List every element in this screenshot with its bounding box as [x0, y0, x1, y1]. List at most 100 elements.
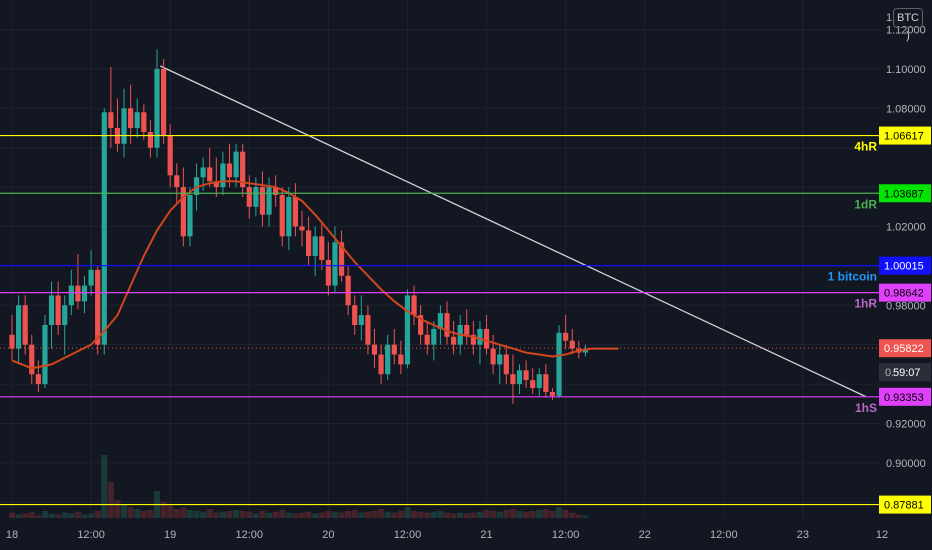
level-price-badge — [879, 495, 931, 514]
volume-bar — [325, 510, 332, 518]
volume-bar — [101, 455, 108, 518]
volume-bar — [213, 512, 220, 518]
candle-body — [510, 374, 516, 385]
volume-bar — [358, 512, 365, 518]
candle-body — [22, 305, 28, 345]
candle-body — [418, 315, 424, 335]
candle-body — [180, 187, 186, 237]
level-label: 1 bitcoin — [828, 270, 877, 284]
candle-body — [207, 167, 213, 182]
candle-body — [233, 151, 239, 178]
level-price-badge — [879, 256, 931, 275]
volume-bar — [140, 510, 147, 518]
candle-body — [305, 230, 312, 257]
volume-bar — [417, 511, 424, 518]
candle-body — [29, 344, 35, 375]
volume-bar — [180, 507, 187, 518]
candle-body — [128, 108, 134, 129]
time-tick-label: 18 — [6, 529, 18, 541]
price-tick-label: 1. — [886, 12, 895, 24]
trendline-layer[interactable] — [160, 65, 866, 398]
time-tick-label: 12:00 — [77, 529, 105, 541]
candle-body — [523, 370, 529, 381]
symbol-badge[interactable]: BTC ) — [893, 8, 923, 42]
time-tick-label: 12 — [876, 529, 888, 541]
candle-body — [536, 374, 542, 389]
volume-bar — [55, 514, 62, 518]
candle-body — [266, 187, 272, 215]
time-axis[interactable]: 18 12:00 19 12:00 20 12:00 21 12:00 22 12:00 23 12 — [0, 518, 932, 550]
time-tick-label: 20 — [322, 529, 334, 541]
volume-bar — [562, 509, 569, 518]
candle-body — [15, 305, 22, 349]
candle-body — [516, 370, 523, 385]
candle-body — [332, 242, 338, 286]
candle-body — [220, 163, 226, 188]
time-axis-bg — [0, 518, 932, 550]
price-tick-label: 1.10000 — [886, 64, 926, 76]
candle-body — [55, 295, 61, 325]
level-price-text: 0.87881 — [884, 500, 924, 512]
candle-body — [68, 285, 74, 306]
countdown-text: 59:07 — [893, 367, 921, 379]
candle-body — [141, 112, 147, 132]
candle-body — [167, 135, 173, 176]
candle-body — [391, 344, 397, 355]
candle-body — [48, 295, 55, 325]
level-price-text: 0.93353 — [884, 392, 924, 404]
grid — [0, 0, 883, 518]
candle-body — [365, 315, 371, 345]
candle-body — [490, 348, 496, 365]
candle-body — [431, 328, 437, 345]
candle-body — [464, 324, 470, 335]
candle-body — [134, 112, 140, 129]
level-label: 1hR — [854, 297, 877, 311]
volume-bar — [285, 512, 292, 518]
candle-body — [437, 313, 444, 329]
candle-body — [246, 187, 252, 207]
candle-body — [503, 354, 509, 375]
volume-bar — [430, 511, 437, 518]
volume-bar — [134, 509, 141, 518]
volume-bar — [266, 512, 273, 518]
volume-bar — [483, 509, 490, 518]
volume-bar — [378, 509, 385, 518]
candle-body — [75, 285, 81, 302]
candle-body — [325, 259, 331, 286]
level-price-badge — [879, 184, 931, 203]
volume-bar — [444, 512, 450, 518]
volume-bar — [68, 513, 75, 518]
price-axis[interactable]: 1.120001.100001.080001.020000.980000.920… — [0, 0, 932, 518]
volume-bar — [345, 510, 352, 518]
candle-body — [101, 112, 107, 345]
volume-bar — [206, 509, 213, 518]
candle-body — [385, 344, 391, 375]
volume-bar — [331, 511, 338, 518]
volume-bar — [61, 512, 68, 518]
volume-bar — [371, 510, 378, 518]
candle-body — [543, 374, 549, 392]
candle-body — [9, 334, 15, 349]
volume-bar — [364, 511, 371, 518]
time-tick-label: 21 — [480, 529, 492, 541]
price-tick-label: 0.98000 — [886, 300, 926, 312]
volume-bar — [41, 510, 48, 518]
candle-body — [292, 196, 299, 227]
volume-bar — [252, 513, 259, 518]
candle-body — [563, 332, 569, 341]
volume-bar — [582, 515, 589, 518]
candle-body — [88, 269, 94, 286]
candle-body — [404, 295, 411, 365]
candle-body — [279, 194, 285, 237]
volume-bar — [424, 512, 431, 518]
volume-bar — [542, 509, 549, 518]
current-price-badge — [879, 339, 931, 358]
candle-body — [319, 236, 325, 260]
volume-bar — [279, 509, 286, 518]
candle-body — [42, 324, 48, 385]
time-tick-label: 22 — [639, 529, 651, 541]
volume-bar — [404, 507, 411, 518]
candle-body — [95, 269, 101, 345]
trendline[interactable] — [160, 65, 866, 398]
